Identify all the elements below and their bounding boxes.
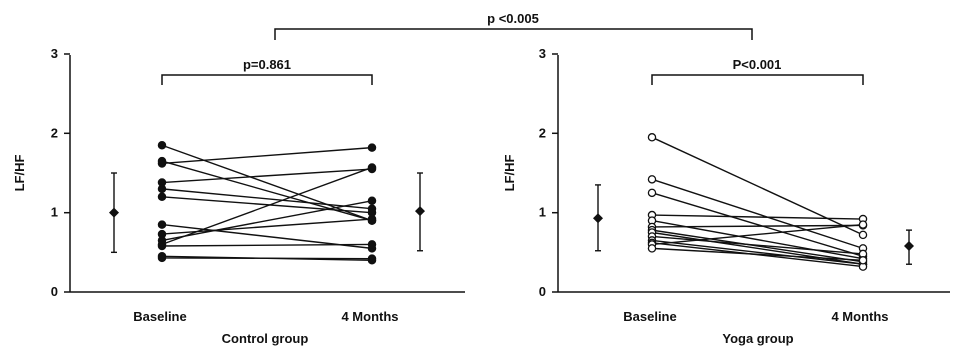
comparison-label: P<0.001 [733,57,782,72]
point-baseline [157,140,167,150]
category-label-4-months: 4 Months [341,309,398,324]
point-4-months [367,143,377,152]
paired-line [651,229,864,263]
paired-line [161,166,373,246]
point-4-months [367,196,377,206]
paired-line [651,247,864,261]
point-4-months [367,240,377,249]
point-4-months [858,256,868,265]
data-marks [109,140,425,265]
point-4-months [367,254,377,263]
y-tick-label: 1 [51,205,58,220]
point-baseline [647,175,657,184]
paired-line [161,168,373,184]
mean-marker [904,240,914,251]
comparison-bracket [651,74,864,85]
paired-line [161,257,373,260]
point-4-months [858,230,868,240]
category-label-4-months: 4 Months [831,309,888,324]
category-label-baseline: Baseline [133,309,186,324]
paired-line [651,231,864,265]
y-tick-label: 1 [539,205,546,220]
panel-control: LF/HF 0 1 2 3 Baseline 4 Months Control … [12,46,465,346]
point-4-months [367,214,377,224]
between-groups-label: p <0.005 [487,11,539,26]
point-4-months [367,163,377,172]
point-baseline [157,184,167,194]
point-baseline [157,159,167,168]
y-ticks: 0 1 2 3 [539,46,558,299]
paired-line [161,243,373,247]
y-axis-label: LF/HF [12,155,27,192]
paired-line [651,239,864,265]
point-baseline [157,253,167,263]
point-baseline [647,188,657,198]
y-tick-label: 0 [539,284,546,299]
paired-line [651,224,864,228]
point-baseline [157,192,167,202]
comparison-label: p=0.861 [243,57,291,72]
paired-line [161,196,373,214]
between-groups-bracket: p <0.005 [274,11,753,40]
y-tick-label: 3 [539,46,546,61]
paired-line [651,178,864,250]
mean-marker [109,207,119,218]
paired-line [161,146,373,165]
between-groups-bracket-line [274,28,753,40]
paired-line [161,188,373,210]
paired-line [161,200,373,242]
category-label-baseline: Baseline [623,309,676,324]
mean-marker [593,213,603,224]
panel-yoga: LF/HF 0 1 2 3 Baseline 4 Months Yoga gro… [502,46,950,346]
paired-line [161,160,373,222]
mean-marker [415,206,425,217]
data-marks [593,133,914,271]
paired-line [651,235,864,255]
point-4-months [858,220,868,229]
y-tick-label: 3 [51,46,58,61]
point-baseline [157,241,167,251]
paired-line [651,214,864,220]
paired-line [651,223,864,246]
group-label: Control group [222,331,309,346]
y-axis-label: LF/HF [502,155,517,192]
point-baseline [157,220,167,229]
y-tick-label: 0 [51,284,58,299]
paired-line [161,144,373,222]
y-tick-label: 2 [51,125,58,140]
group-label: Yoga group [722,331,793,346]
paired-line [651,136,864,236]
point-baseline [647,133,657,142]
point-baseline [647,244,657,253]
y-tick-label: 2 [539,125,546,140]
paired-line [651,192,864,257]
comparison-bracket [161,74,373,85]
y-ticks: 0 1 2 3 [51,46,70,299]
